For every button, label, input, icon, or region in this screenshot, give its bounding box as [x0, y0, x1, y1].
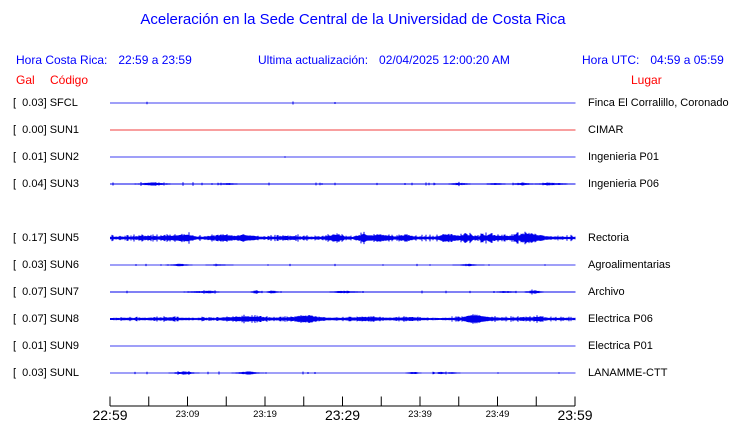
gal-code-label-sunl: [ 0.03] SUNL	[13, 366, 80, 379]
axis-tick-label-23-19: 23:19	[253, 409, 277, 420]
gal-code-label-sun7: [ 0.07] SUN7	[13, 285, 80, 298]
seismogram-trace-sun5	[110, 231, 576, 244]
location-label-sun2: Ingenieria P01	[588, 150, 659, 163]
location-label-sun6: Agroalimentarias	[588, 258, 671, 271]
seismogram-trace-sun1	[110, 129, 576, 130]
axis-tick-label-23-29: 23:29	[324, 407, 361, 423]
gal-code-label-sun5: [ 0.17] SUN5	[13, 231, 80, 244]
utc-time-value: 04:59 a 05:59	[650, 53, 724, 67]
column-header-gal: Gal	[16, 73, 35, 87]
column-header-codigo: Código	[50, 73, 89, 87]
axis-tick-label-22-59: 22:59	[92, 407, 128, 423]
seismogram-trace-sunl	[110, 370, 576, 375]
seismogram-trace-sun3	[110, 181, 576, 186]
location-label-sun8: Electrica P06	[588, 312, 653, 325]
axis-tick-label-23-59: 23:59	[557, 407, 593, 423]
local-time-header: Hora Costa Rica: 22:59 a 23:59	[16, 53, 192, 67]
axis-tick-label-23-09: 23:09	[175, 409, 200, 420]
local-time-value: 22:59 a 23:59	[118, 53, 192, 67]
gal-code-label-sun9: [ 0.01] SUN9	[13, 339, 80, 352]
last-update-header: Ultima actualización: 02/04/2025 12:00:20…	[258, 53, 510, 67]
location-label-sun1: CIMAR	[588, 123, 624, 136]
location-label-sfcl: Finca El Corralillo, Coronado	[588, 96, 729, 109]
location-label-sunl: LANAMME-CTT	[588, 366, 668, 379]
seismogram-trace-sun8	[110, 313, 576, 324]
seismogram-trace-sfcl	[110, 101, 576, 104]
gal-code-label-sun2: [ 0.01] SUN2	[13, 150, 80, 163]
column-header-lugar: Lugar	[631, 73, 662, 87]
seismogram-trace-sun6	[110, 263, 576, 266]
location-label-sun5: Rectoria	[588, 231, 629, 244]
page-title: Aceleración en la Sede Central de la Uni…	[140, 11, 566, 28]
location-label-sun7: Archivo	[588, 285, 625, 298]
gal-code-label-sun3: [ 0.04] SUN3	[13, 177, 80, 190]
time-axis-line	[109, 396, 576, 407]
last-update-label: Ultima actualización:	[258, 53, 369, 67]
location-label-sun3: Ingenieria P06	[588, 177, 659, 190]
axis-tick-label-23-39: 23:39	[408, 409, 432, 420]
seismogram-trace-sun9	[110, 345, 576, 346]
utc-time-label: Hora UTC:	[582, 53, 640, 67]
local-time-label: Hora Costa Rica:	[16, 53, 108, 67]
gal-code-label-sun8: [ 0.07] SUN8	[13, 312, 80, 325]
gal-code-label-sfcl: [ 0.03] SFCL	[13, 96, 78, 109]
utc-time-header: Hora UTC: 04:59 a 05:59	[582, 53, 724, 67]
gal-code-label-sun1: [ 0.00] SUN1	[13, 123, 80, 136]
location-label-sun9: Electrica P01	[588, 339, 653, 352]
axis-tick-label-23-49: 23:49	[485, 409, 510, 420]
last-update-value: 02/04/2025 12:00:20 AM	[379, 53, 510, 67]
gal-code-label-sun6: [ 0.03] SUN6	[13, 258, 80, 271]
seismogram-trace-sun2	[110, 155, 576, 158]
seismogram-trace-sun7	[110, 289, 576, 294]
